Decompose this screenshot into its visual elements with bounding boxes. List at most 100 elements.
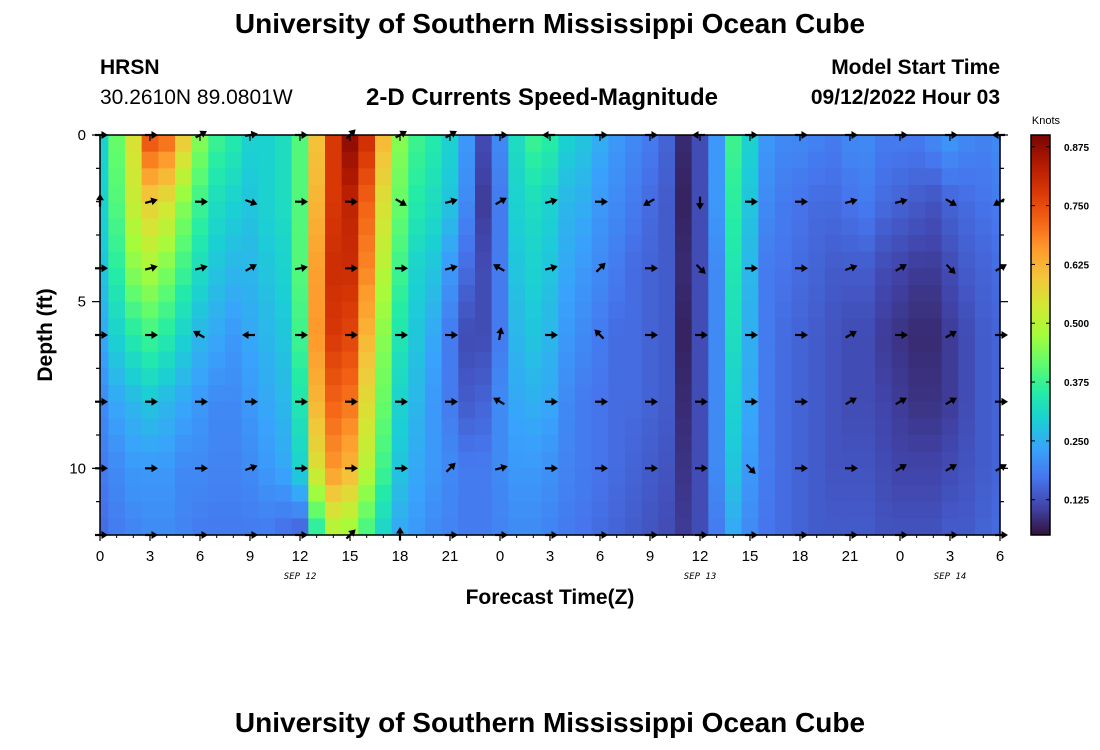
colorbar-tick-label: 0.875 (1064, 143, 1089, 154)
heatmap-cell (491, 368, 509, 386)
heatmap-cell (108, 335, 126, 353)
heatmap-cell (175, 235, 193, 253)
heatmap-cell (858, 151, 876, 169)
heatmap-cell (225, 151, 243, 169)
heatmap-cell (658, 385, 676, 403)
heatmap-cell (591, 335, 609, 353)
current-arrow (745, 331, 758, 339)
current-arrow (395, 464, 408, 473)
heatmap-cell (341, 235, 359, 253)
heatmap-cell (741, 418, 759, 436)
heatmap-cell (475, 368, 493, 386)
heatmap-cell (458, 135, 476, 153)
heatmap-cell (458, 285, 476, 303)
current-arrow (145, 397, 158, 406)
heatmap-cell (558, 351, 576, 369)
heatmap-cell (408, 351, 426, 369)
heatmap-cell (125, 518, 143, 536)
heatmap-cell (425, 485, 443, 503)
current-arrow (144, 264, 158, 272)
heatmap-cell (525, 235, 543, 253)
current-arrow (595, 262, 606, 273)
heatmap-cell (641, 385, 659, 403)
heatmap-cell (708, 451, 726, 469)
heatmap-cell (441, 485, 459, 503)
heatmap-cell (875, 468, 893, 486)
heatmap-cell (458, 401, 476, 419)
heatmap-cell (658, 418, 676, 436)
heatmap-cell (108, 435, 126, 453)
heatmap-cell (258, 235, 276, 253)
heatmap-cell (241, 301, 259, 319)
heatmap-cell (100, 368, 109, 386)
heatmap-cell (675, 401, 693, 419)
heatmap-cell (541, 185, 559, 203)
heatmap-cell (425, 385, 443, 403)
heatmap-cell (575, 235, 593, 253)
heatmap-cell (858, 268, 876, 286)
heatmap-cell (225, 285, 243, 303)
heatmap-cell (975, 451, 993, 469)
heatmap-cell (591, 268, 609, 286)
heatmap-cell (141, 485, 159, 503)
heatmap-cell (841, 218, 859, 236)
heatmap-cell (191, 368, 209, 386)
heatmap-cell (100, 501, 109, 519)
heatmap-cell (475, 335, 493, 353)
heatmap-cell (241, 385, 259, 403)
current-arrow (444, 197, 458, 206)
heatmap-cell (741, 151, 759, 169)
heatmap-cell (908, 485, 926, 503)
heatmap-cell (891, 468, 909, 486)
heatmap-cell (208, 201, 226, 219)
heatmap-cell (475, 201, 493, 219)
heatmap-cell (675, 418, 693, 436)
heatmap-cell (808, 218, 826, 236)
heatmap-cell (525, 485, 543, 503)
heatmap-cell (208, 351, 226, 369)
heatmap-cell (208, 318, 226, 336)
heatmap-cell (841, 301, 859, 319)
heatmap-cell (641, 135, 659, 153)
heatmap-cell (125, 468, 143, 486)
heatmap-cell (241, 485, 259, 503)
heatmap-cell (241, 251, 259, 269)
heatmap-cell (375, 401, 393, 419)
heatmap-cell (508, 301, 526, 319)
heatmap-cell (841, 485, 859, 503)
heatmap-cell (625, 285, 643, 303)
heatmap-cell (875, 151, 893, 169)
x-tick-label: 15 (742, 548, 759, 565)
heatmap-cell (858, 518, 876, 536)
current-arrow (345, 397, 358, 406)
heatmap-cell (191, 468, 209, 486)
current-arrow (445, 462, 456, 473)
heatmap-cell (858, 201, 876, 219)
heatmap-cell (841, 251, 859, 269)
heatmap-cell (125, 235, 143, 253)
heatmap-cell (825, 235, 843, 253)
colorbar-tick-label: 0.750 (1064, 202, 1089, 213)
heatmap-cell (641, 151, 659, 169)
heatmap-cell (525, 351, 543, 369)
heatmap-cell (108, 401, 126, 419)
current-arrow (795, 197, 808, 206)
y-tick-label: 0 (78, 127, 86, 144)
heatmap-cell (491, 135, 509, 153)
heatmap-cell (375, 285, 393, 303)
current-arrow (145, 464, 158, 473)
heatmap-cell (408, 285, 426, 303)
heatmap-cell (191, 201, 209, 219)
heatmap-cell (175, 418, 193, 436)
heatmap-cell (991, 251, 1001, 269)
current-arrow (245, 264, 257, 272)
heatmap-cell (925, 235, 943, 253)
heatmap-cell (775, 318, 793, 336)
heatmap-cell (358, 218, 376, 236)
heatmap-cell (291, 368, 309, 386)
heatmap-cell (508, 235, 526, 253)
heatmap-cell (225, 318, 243, 336)
current-arrow (894, 197, 908, 206)
heatmap-cell (991, 168, 1001, 186)
heatmap-cell (291, 335, 309, 353)
